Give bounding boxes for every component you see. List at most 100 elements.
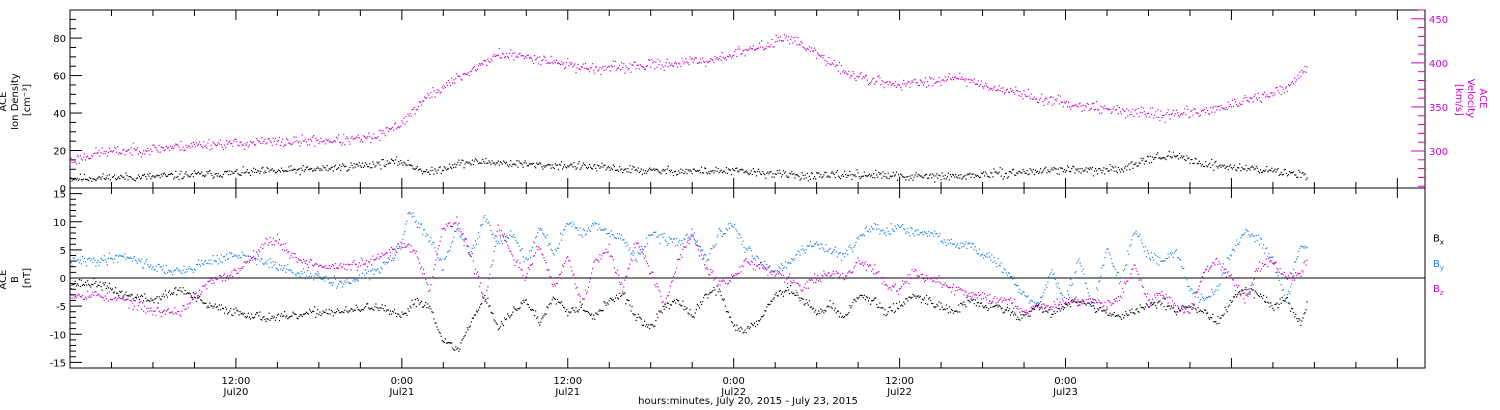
- velocity-point-132: [206, 147, 208, 149]
- density-point-549: [638, 171, 640, 174]
- velocity-point-813: [912, 81, 914, 83]
- by-point-1075: [1184, 276, 1186, 278]
- bx-point-782: [880, 307, 882, 309]
- bx-point-396: [480, 303, 482, 306]
- by-point-183: [259, 260, 261, 262]
- bx-point-349: [431, 311, 433, 313]
- by-point-752: [849, 244, 851, 246]
- density-point-317: [398, 161, 400, 163]
- by-point-863: [964, 243, 966, 246]
- by-point-670: [764, 260, 766, 263]
- density-point-544: [633, 166, 635, 168]
- by-point-177: [252, 255, 255, 258]
- velocity-point-60: [131, 154, 133, 156]
- velocity-point-392: [475, 70, 478, 72]
- by-point-505: [593, 224, 595, 226]
- velocity-point-498: [585, 67, 588, 69]
- bx-point-472: [558, 301, 561, 304]
- by-point-1156: [1268, 252, 1270, 255]
- by-point-841: [941, 240, 943, 243]
- density-point-331: [412, 167, 414, 170]
- density-point-657: [750, 170, 752, 172]
- velocity-point-995: [1101, 112, 1103, 114]
- density-point-501: [588, 164, 591, 166]
- bx-point-755: [852, 301, 854, 303]
- by-point-824: [923, 231, 926, 233]
- bx-point-468: [554, 298, 556, 300]
- density-point-91: [163, 172, 165, 174]
- velocity-point-618: [710, 58, 712, 60]
- velocity-point-340: [421, 100, 424, 102]
- bx-point-668: [762, 316, 764, 318]
- bx-point-359: [441, 340, 443, 342]
- by-point-291: [371, 269, 373, 271]
- velocity-point-655: [748, 48, 750, 50]
- by-point-811: [910, 227, 912, 229]
- velocity-point-296: [376, 137, 378, 139]
- velocity-point-386: [469, 71, 471, 73]
- by-point-1047: [1155, 254, 1157, 257]
- density-point-691: [785, 175, 788, 177]
- by-point-1132: [1243, 234, 1245, 236]
- velocity-point-496: [583, 67, 585, 69]
- density-point-994: [1100, 169, 1102, 171]
- density-point-291: [371, 167, 373, 169]
- density-point-817: [916, 175, 918, 177]
- density-point-982: [1087, 167, 1089, 169]
- density-point-1056: [1164, 157, 1166, 159]
- density-point-253: [331, 166, 333, 168]
- by-point-645: [738, 232, 740, 235]
- bx-point-547: [636, 317, 638, 319]
- bx-point-1063: [1171, 307, 1173, 309]
- bx-point-546: [635, 319, 637, 322]
- by-point-277: [356, 279, 358, 281]
- velocity-point-610: [701, 57, 704, 59]
- density-point-514: [602, 166, 604, 168]
- density-point-747: [844, 170, 846, 172]
- velocity-point-726: [822, 57, 824, 59]
- density-point-932: [1035, 171, 1038, 173]
- velocity-point-164: [239, 142, 241, 144]
- by-point-165: [240, 257, 242, 259]
- bx-point-846: [946, 308, 948, 310]
- bx-point-1095: [1204, 309, 1207, 311]
- velocity-point-294: [374, 136, 376, 139]
- by-point-73: [145, 261, 147, 263]
- bx-point-582: [672, 301, 675, 303]
- bx-point-1055: [1163, 306, 1165, 308]
- bx-point-1042: [1149, 302, 1152, 304]
- by-point-43: [113, 258, 116, 260]
- by-point-1140: [1251, 233, 1253, 235]
- velocity-point-789: [887, 84, 889, 86]
- bx-point-235: [313, 310, 315, 313]
- velocity-point-1050: [1158, 116, 1160, 118]
- density-point-276: [355, 163, 357, 165]
- density-point-1057: [1165, 158, 1167, 161]
- velocity-point-214: [291, 144, 293, 146]
- by-point-561: [651, 233, 653, 236]
- bx-point-1113: [1223, 313, 1225, 315]
- density-point-1038: [1145, 160, 1147, 162]
- velocity-point-242: [320, 137, 322, 139]
- density-point-1049: [1157, 152, 1159, 154]
- by-point-40: [110, 257, 113, 259]
- velocity-point-446: [531, 60, 534, 62]
- by-point-104: [177, 268, 179, 270]
- velocity-point-479: [566, 62, 568, 64]
- by-point-626: [718, 228, 720, 230]
- by-point-838: [938, 235, 940, 237]
- density-point-929: [1032, 168, 1034, 171]
- density-point-119: [192, 176, 194, 178]
- by-point-227: [304, 278, 306, 280]
- density-point-560: [650, 168, 652, 171]
- velocity-point-201: [277, 140, 280, 142]
- by-point-1003: [1109, 254, 1111, 256]
- bx-point-214: [291, 315, 293, 317]
- by-point-23: [93, 257, 95, 259]
- bx-point-142: [216, 305, 218, 308]
- bx-point-845: [945, 304, 947, 306]
- bz-point-86: [158, 310, 160, 312]
- velocity-point-318: [399, 127, 401, 129]
- bx-point-124: [197, 297, 200, 299]
- velocity-point-544: [633, 61, 635, 63]
